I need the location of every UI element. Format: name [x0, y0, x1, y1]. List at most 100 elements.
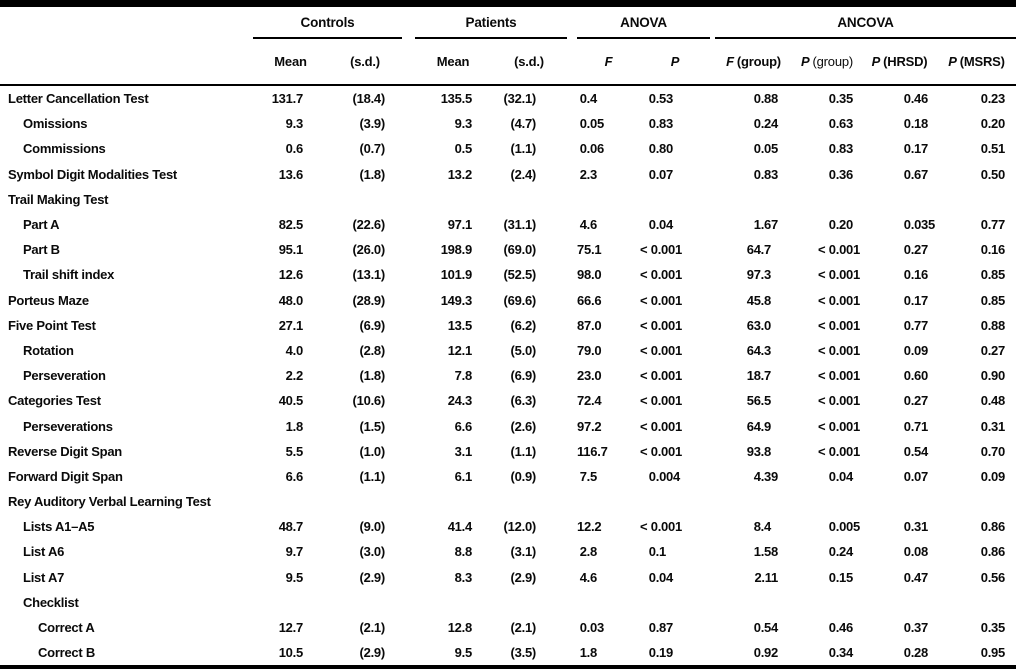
cell-patients-sd: (2.1) [510, 620, 537, 636]
cell-anova-p: < 0.001 [640, 368, 683, 384]
column-gap [567, 489, 577, 514]
column-gap [567, 162, 577, 187]
cell-controls-mean: 12.7 [278, 620, 304, 636]
cell-ancova-p-msrs: 0.20 [980, 116, 1006, 132]
row-label: List A7 [23, 569, 65, 585]
table-row: List A6 9.7 (3.0) 8.8 (3.1) 2.8 0.1 1.58 0.24 0.0… [0, 539, 1016, 564]
column-gap [402, 363, 415, 388]
cell-ancova-f-group: 64.3 [746, 342, 772, 358]
cell-patients-mean: 13.2 [447, 166, 473, 182]
cell-controls-sd: (6.9) [359, 317, 386, 333]
table-row: Symbol Digit Modalities Test 13.6 (1.8) 13.… [0, 162, 1016, 187]
header-p-group-label: (group) [812, 54, 854, 69]
table-row: Trail Making Test [0, 187, 1016, 212]
column-gap [710, 38, 716, 86]
table-row: Lists A1–A5 48.7 (9.0) 41.4 (12.0) 12.2 < 0.00… [0, 514, 1016, 539]
cell-ancova-p-hrsd [862, 489, 937, 514]
cell-anova-f: 2.8 [579, 544, 598, 560]
cell-patients-mean: 3.1 [454, 443, 473, 459]
cell-ancova-f-group: 63.0 [746, 317, 772, 333]
header-patients-sd: (s.d.) [491, 38, 568, 86]
corner-cell [0, 38, 253, 86]
cell-patients-mean: 24.3 [447, 393, 473, 409]
column-gap [402, 187, 415, 212]
cell-ancova-p-group: < 0.001 [818, 342, 861, 358]
row-label: Lists A1–A5 [23, 519, 95, 535]
header-controls-sd: (s.d.) [328, 38, 402, 86]
cell-controls-mean [253, 489, 328, 514]
cell-ancova-f-group: 64.9 [746, 418, 772, 434]
cell-controls-mean: 1.8 [285, 418, 304, 434]
cell-anova-p: < 0.001 [640, 317, 683, 333]
cell-controls-mean: 131.7 [271, 91, 304, 107]
cell-patients-sd: (0.9) [510, 468, 537, 484]
table-row: Correct A 12.7 (2.1) 12.8 (2.1) 0.03 0.87 0.54 0… [0, 615, 1016, 640]
header-ancova-p-msrs: P (MSRS) [937, 38, 1016, 86]
group-ancova: ANCOVA [715, 3, 1016, 39]
row-label: Rey Auditory Verbal Learning Test [8, 494, 211, 510]
cell-ancova-p-hrsd: 0.46 [903, 91, 929, 107]
cell-anova-p: 0.1 [648, 544, 667, 560]
cell-patients-sd [491, 489, 567, 514]
cell-ancova-f-group: 97.3 [746, 267, 772, 283]
cell-controls-mean: 27.1 [278, 317, 304, 333]
cell-ancova-p-group: 0.24 [828, 544, 854, 560]
cell-ancova-p-hrsd: 0.60 [903, 368, 929, 384]
cell-ancova-p-group: < 0.001 [818, 242, 861, 258]
cell-patients-sd: (6.3) [510, 393, 537, 409]
cell-controls-mean: 9.5 [285, 569, 304, 585]
table-row: Trail shift index 12.6 (13.1) 101.9 (52.5) 98… [0, 262, 1016, 287]
header-anova-p: P [640, 38, 711, 86]
cell-ancova-p-msrs: 0.70 [980, 443, 1006, 459]
cell-ancova-p-msrs: 0.86 [980, 519, 1006, 535]
cell-ancova-p-group [792, 187, 862, 212]
cell-controls-mean: 95.1 [278, 242, 304, 258]
column-gap [402, 212, 415, 237]
cell-controls-mean: 13.6 [278, 166, 304, 182]
table-row: Porteus Maze 48.0 (28.9) 149.3 (69.6) 66.6 < 0… [0, 288, 1016, 313]
cell-controls-sd: (1.0) [359, 443, 386, 459]
cell-ancova-p-msrs: 0.50 [980, 166, 1006, 182]
column-gap [567, 262, 577, 287]
cell-ancova-p-hrsd: 0.16 [903, 267, 929, 283]
cell-anova-p: < 0.001 [640, 342, 683, 358]
cell-ancova-f-group: 45.8 [746, 292, 772, 308]
cell-patients-mean: 0.5 [454, 141, 473, 157]
cell-anova-f: 66.6 [577, 292, 602, 308]
column-gap [567, 539, 577, 564]
table-row: Correct B 10.5 (2.9) 9.5 (3.5) 1.8 0.19 0.92 0.3… [0, 640, 1016, 668]
cell-patients-sd: (12.0) [503, 519, 537, 535]
cell-ancova-p-hrsd: 0.37 [903, 620, 929, 636]
cell-anova-f: 98.0 [577, 267, 602, 283]
cell-controls-sd: (10.6) [352, 393, 386, 409]
column-gap [567, 413, 577, 438]
header-anova-f: F [577, 38, 641, 86]
cell-ancova-p-group: < 0.001 [818, 292, 861, 308]
column-gap [402, 539, 415, 564]
cell-anova-p [640, 489, 710, 514]
cell-patients-sd: (1.1) [510, 141, 537, 157]
cell-anova-p: < 0.001 [640, 242, 683, 258]
column-gap [567, 136, 577, 161]
cell-anova-f: 97.2 [577, 418, 602, 434]
table-row: Categories Test 40.5 (10.6) 24.3 (6.3) 72.4 < … [0, 388, 1016, 413]
column-gap [402, 111, 415, 136]
cell-controls-mean: 82.5 [278, 217, 304, 233]
cell-patients-sd: (52.5) [503, 267, 537, 283]
cell-anova-p: < 0.001 [640, 393, 683, 409]
header-p-symbol: P [871, 54, 881, 69]
cell-controls-mean: 2.2 [285, 368, 304, 384]
cell-anova-f: 23.0 [577, 368, 602, 384]
cell-controls-sd: (26.0) [352, 242, 386, 258]
cell-controls-mean: 48.0 [278, 292, 304, 308]
cell-patients-sd: (5.0) [510, 342, 537, 358]
column-gap [567, 313, 577, 338]
cell-ancova-f-group: 1.58 [753, 544, 779, 560]
row-label: Letter Cancellation Test [8, 91, 149, 107]
cell-ancova-p-hrsd: 0.08 [903, 544, 929, 560]
cell-ancova-p-group: 0.83 [828, 141, 854, 157]
cell-ancova-p-hrsd: 0.71 [903, 418, 929, 434]
header-p-symbol: P [948, 54, 957, 69]
cell-ancova-p-hrsd: 0.31 [903, 519, 929, 535]
